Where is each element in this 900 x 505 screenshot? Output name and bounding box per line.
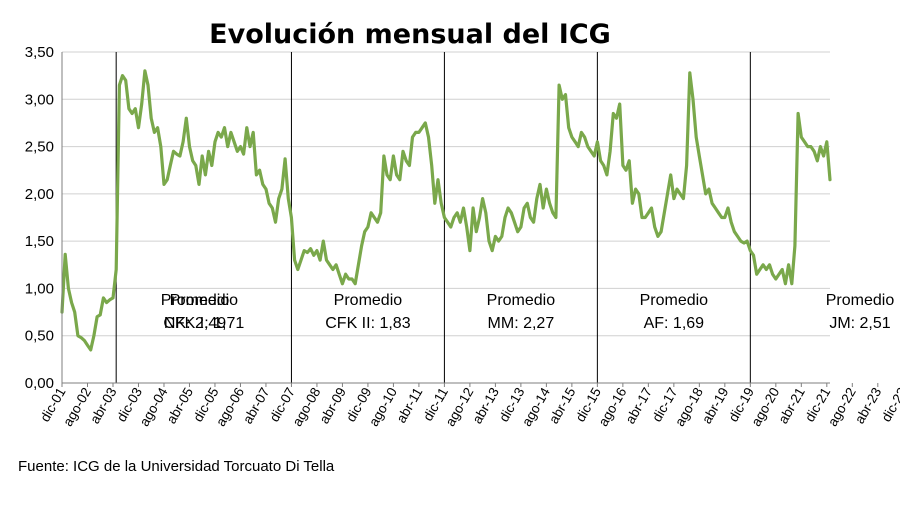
y-tick-labels: 0,00 0,50 1,00 1,50 2,00 2,50 3,00 3,50 <box>25 44 54 392</box>
period-average: NK: 2,49 <box>164 315 226 332</box>
y-tick-label: 0,50 <box>25 328 54 345</box>
x-tick-label: abr-07 <box>240 385 273 426</box>
y-tick-label: 2,00 <box>25 186 54 203</box>
x-tick-label: abr-13 <box>469 385 502 426</box>
period-label: Promedio <box>640 292 709 309</box>
source-note: Fuente: ICG de la Universidad Torcuato D… <box>18 458 335 475</box>
x-tick-label: abr-21 <box>775 385 808 426</box>
y-tick-label: 3,50 <box>25 44 54 61</box>
period-average: MM: 2,27 <box>488 315 555 332</box>
period-average: AF: 1,69 <box>644 315 705 332</box>
x-tick-label: abr-19 <box>699 385 732 426</box>
icg-series-line <box>60 69 832 352</box>
x-tick-label: dic-23 <box>879 385 900 424</box>
x-tick-labels: dic-01ago-02abr-03dic-03ago-04abr-05dic-… <box>37 383 900 429</box>
x-tick-label: abr-05 <box>164 385 197 426</box>
series-layer <box>60 69 832 352</box>
x-tick-label: abr-15 <box>546 385 579 426</box>
period-dividers <box>115 52 751 383</box>
y-tick-label: 3,00 <box>25 91 54 108</box>
axes <box>61 52 830 384</box>
chart-title: Evolución mensual del ICG <box>209 19 611 50</box>
period-annotations: Promedio NK: 2,49 Promedio CFK I: 1,71 Prome… <box>161 292 895 332</box>
period-average: CFK II: 1,83 <box>325 315 410 332</box>
x-tick-label: abr-17 <box>622 385 655 426</box>
x-tick-label: abr-23 <box>852 385 885 426</box>
period-label: Promedio <box>487 292 556 309</box>
period-average: CFK I: 1,71 <box>163 315 244 332</box>
y-tick-label: 1,50 <box>25 233 54 250</box>
period-label: Promedio <box>826 292 895 309</box>
y-tick-label: 0,00 <box>25 375 54 392</box>
period-label: Promedio <box>170 292 239 309</box>
y-tick-label: 1,00 <box>25 280 54 297</box>
x-tick-label: abr-03 <box>87 385 120 426</box>
x-tick-label: abr-09 <box>317 385 350 426</box>
period-label: Promedio <box>161 292 230 309</box>
period-average: JM: 2,51 <box>829 315 890 332</box>
y-tick-label: 2,50 <box>25 139 54 156</box>
x-tick-label: abr-11 <box>394 385 426 425</box>
period-label: Promedio <box>334 292 403 309</box>
